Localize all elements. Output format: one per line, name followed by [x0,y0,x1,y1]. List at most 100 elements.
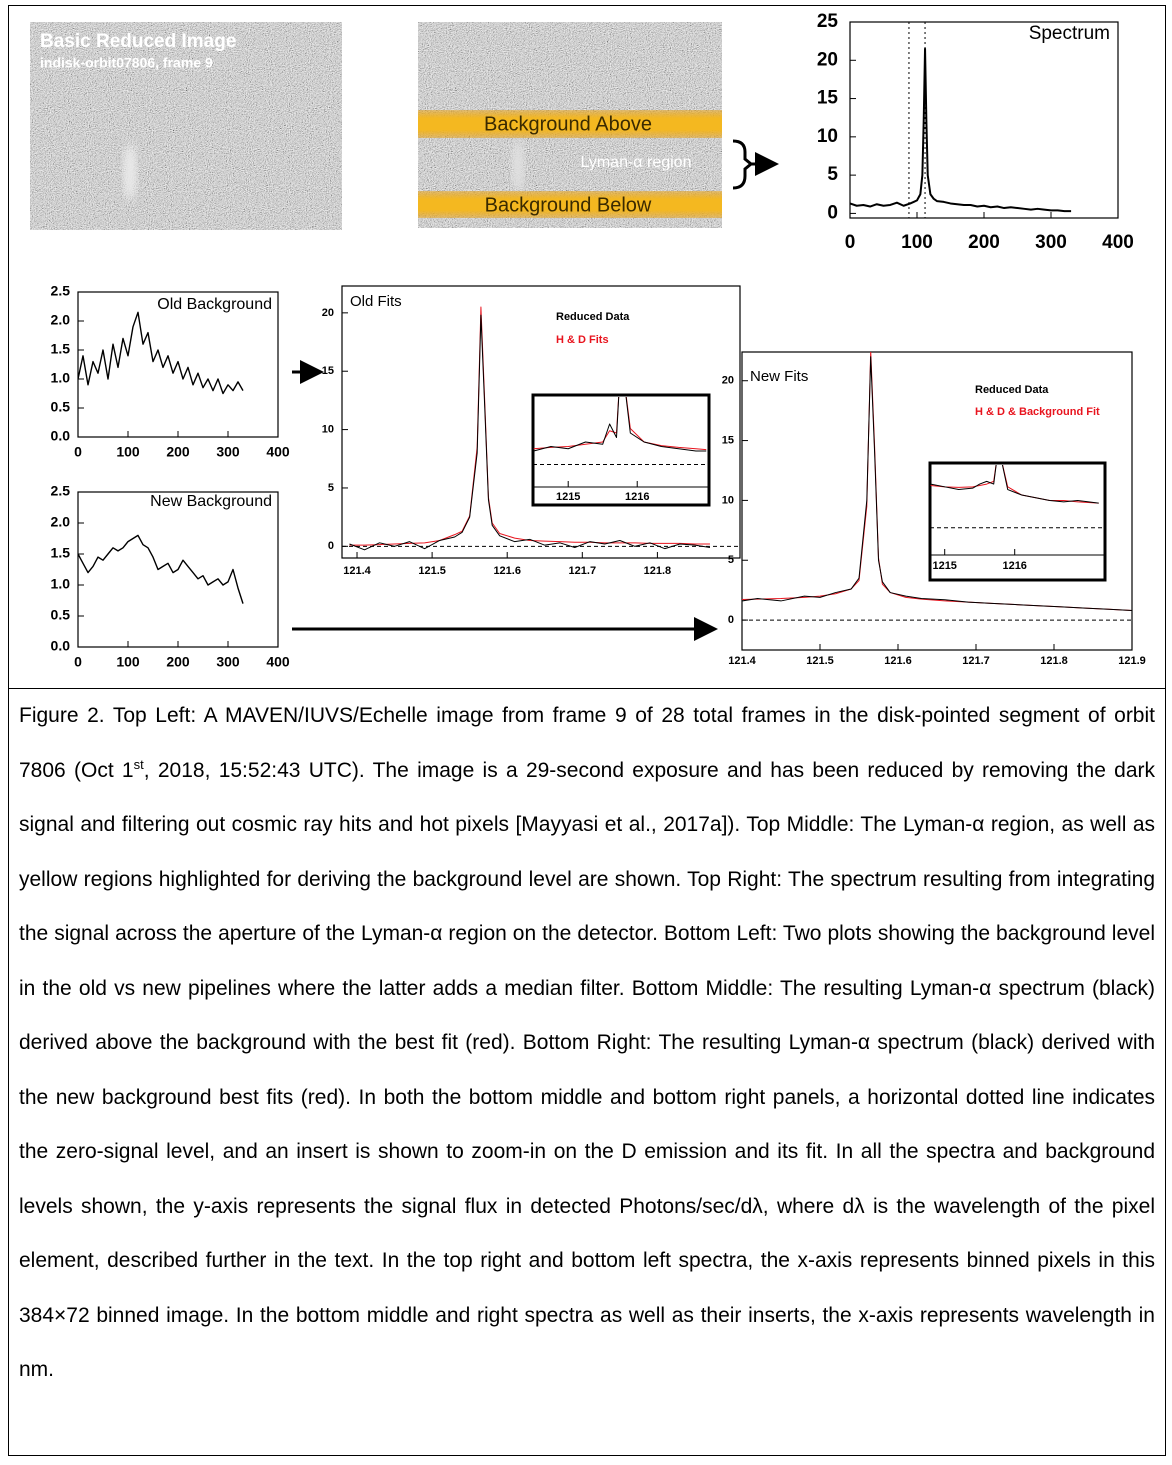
x-tick-label: 200 [166,444,190,460]
y-tick-label: 0 [328,540,334,552]
x-tick-label: 121.7 [569,565,597,577]
legend-entry: H & D & Background Fit [975,406,1100,418]
chart-title: Spectrum [1029,23,1110,44]
y-tick-label: 2.5 [51,283,71,299]
y-tick-label: 15 [817,88,839,109]
y-tick-label: 25 [817,11,839,32]
chart: 1215 1216 [531,393,711,507]
y-tick-label: 10 [817,126,838,147]
y-tick-label: 0 [827,202,838,223]
y-tick-label: 20 [322,307,334,319]
x-tick-label: 200 [968,232,1000,253]
data-line [930,465,1099,504]
chart: 0 100 200 300 400 0.0 0.5 1.0 1.5 2.0 2.5 Old Backg… [51,283,290,460]
x-tick-label: 100 [901,232,933,253]
emission-blob [512,140,524,192]
x-tick-label: 0 [845,232,856,253]
y-tick-label: 0.0 [51,638,71,654]
x-tick-label: 300 [216,654,240,670]
data-line [533,397,707,451]
emission-blob [123,144,137,200]
x-tick-label: 121.8 [1040,655,1068,667]
x-tick-label: 121.5 [418,565,446,577]
x-tick-label: 1215 [932,560,956,572]
figure: Basic Reduced Image indisk-orbit07806, f… [30,11,1146,670]
y-tick-label: 1.0 [51,576,71,592]
y-tick-label: 0.0 [51,428,71,444]
caption-text: , 2018, 15:52:43 UTC). The image is a 29… [19,758,1156,1382]
x-tick-label: 100 [116,444,140,460]
y-tick-label: 2.0 [51,312,71,328]
data-line [78,534,244,604]
plot-frame [928,461,1107,582]
chart-title: New Fits [750,368,808,385]
bracket [732,139,754,190]
chart-title: New Background [150,493,272,510]
y-tick-label: 1.0 [51,370,71,386]
x-tick-label: 121.4 [728,655,756,667]
y-tick-label: 0.5 [51,399,71,415]
x-tick-label: 121.6 [884,655,912,667]
x-tick-label: 100 [116,654,140,670]
x-tick-label: 121.7 [962,655,990,667]
y-tick-label: 0 [728,614,734,626]
data-line [742,356,1132,612]
plot-frame [531,393,711,507]
y-tick-label: 15 [722,434,734,446]
x-tick-label: 400 [1102,232,1134,253]
x-tick-label: 121.8 [644,565,672,577]
data-line [850,47,1072,213]
x-tick-label: 400 [266,444,290,460]
x-tick-label: 121.9 [1118,655,1146,667]
data-line [78,311,244,395]
chart: 121.4 121.5 121.6 121.7 121.8 0 5 10 15 20 Old Fit… [322,285,741,577]
x-tick-label: 1216 [625,491,649,503]
x-tick-label: 300 [216,444,240,460]
caption-text: Figure 2. Top Left: A MAVEN/IUVS/Echelle… [19,704,1155,782]
image-title: Basic Reduced Image [40,31,236,52]
data-line [349,306,710,546]
detector-image [30,22,342,230]
background-band [418,191,722,218]
background-band [418,110,722,138]
y-tick-label: 20 [817,49,838,70]
x-tick-label: 400 [266,654,290,670]
x-tick-label: 1216 [1002,560,1026,572]
x-tick-label: 0 [74,444,82,460]
x-tick-label: 121.6 [493,565,521,577]
chart: 0 100 200 300 400 0 5 10 15 20 25 Spectrum [817,11,1134,253]
y-tick-label: 1.5 [51,341,71,357]
y-tick-label: 20 [722,375,734,387]
caption-superscript: st [133,756,144,772]
image-subtitle: indisk-orbit07806, frame 9 [40,55,213,71]
chart-title: Old Background [157,296,272,313]
y-tick-label: 2.5 [51,483,71,499]
y-tick-label: 0.5 [51,607,71,623]
legend-entry: H & D Fits [556,334,609,346]
figure-frame [8,5,1166,688]
y-tick-label: 5 [728,554,734,566]
y-tick-label: 2.0 [51,514,71,530]
x-tick-label: 1215 [556,491,580,503]
data-line [930,465,1099,504]
y-tick-label: 5 [328,482,334,494]
plot-frame [77,291,279,438]
figure-caption: Figure 2. Top Left: A MAVEN/IUVS/Echelle… [8,688,1166,1456]
x-tick-label: 121.4 [343,565,371,577]
x-tick-label: 200 [166,654,190,670]
chart: 0 100 200 300 400 0.0 0.5 1.0 1.5 2.0 2.5 New Backg… [51,483,290,670]
legend-entry: Reduced Data [556,311,630,323]
y-tick-label: 1.5 [51,545,71,561]
legend-entry: Reduced Data [975,384,1049,396]
y-tick-label: 5 [827,164,838,185]
x-tick-label: 300 [1035,232,1067,253]
x-tick-label: 121.5 [806,655,834,667]
region-label: Lyman-α region [581,154,692,171]
y-tick-label: 10 [322,423,334,435]
chart-title: Old Fits [350,293,402,310]
y-tick-label: 15 [322,365,334,377]
data-line [349,314,711,551]
plot-frame [849,21,1119,219]
